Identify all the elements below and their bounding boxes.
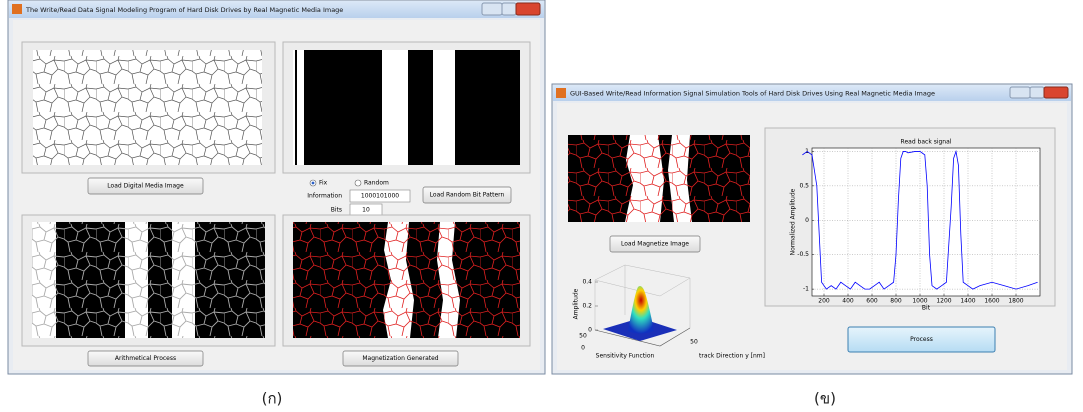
- button-label: Load Random Bit Pattern: [430, 192, 505, 199]
- load-magnetize-button[interactable]: Load Magnetize Image: [610, 236, 700, 252]
- x-tick-label: 1800: [1008, 298, 1023, 305]
- x-tick-label: 1400: [960, 298, 975, 305]
- x-tick-label: 400: [842, 298, 854, 305]
- process-button[interactable]: Process: [848, 327, 995, 352]
- window-title: GUI-Based Write/Read Information Signal …: [570, 90, 935, 98]
- window-title: The Write/Read Data Signal Modeling Prog…: [25, 6, 343, 14]
- x-tick-label: 600: [866, 298, 878, 305]
- app-icon: [12, 4, 22, 14]
- y-tick-label: -1: [803, 286, 809, 293]
- arithmetical-button[interactable]: Arithmetical Process: [88, 351, 203, 366]
- close-button[interactable]: [1044, 87, 1068, 98]
- x-tick-label: 1200: [936, 298, 951, 305]
- minimize-button[interactable]: [1010, 87, 1030, 98]
- minimize-button[interactable]: [482, 3, 502, 15]
- radio-label: Random: [364, 180, 389, 187]
- magnetization-button[interactable]: Magnetization Generated: [343, 351, 458, 366]
- load-random-button[interactable]: Load Random Bit Pattern: [423, 187, 511, 203]
- shape: [568, 135, 750, 222]
- z-axis-label: Amplitude: [573, 288, 580, 319]
- shape: [455, 50, 520, 165]
- z-tick-label: 0.2: [582, 303, 592, 310]
- y-tick-label: 0: [805, 217, 809, 224]
- radio-dot: [312, 182, 315, 185]
- app-icon: [556, 88, 566, 98]
- y-tick-label: 50: [690, 339, 698, 346]
- chart-title: Read back signal: [901, 139, 952, 146]
- caption: (ข): [814, 390, 836, 408]
- x-axis-label: Sensitivity Function: [596, 353, 655, 360]
- shape: [304, 50, 382, 165]
- bit-pattern-image: [293, 50, 520, 165]
- maximize-button[interactable]: [502, 3, 516, 15]
- z-tick-label: 0: [588, 327, 592, 334]
- button-label: Load Magnetize Image: [621, 241, 689, 248]
- grain-overlay: [33, 50, 262, 165]
- readback-chart: 200 400 600 800 1000 1200 1400 1600 1800 -1 -0.5 0 0…: [790, 139, 1041, 312]
- field-label: Information: [307, 193, 342, 200]
- caption: (ก): [262, 390, 283, 408]
- button-label: Process: [910, 336, 933, 343]
- z-tick-label: 0.4: [582, 279, 592, 286]
- screenshot: The Write/Read Data Signal Modeling Prog…: [0, 0, 1083, 412]
- x-tick-label: 50: [579, 333, 587, 340]
- x-tick-label: 800: [890, 298, 902, 305]
- x-tick-label: 1000: [912, 298, 927, 305]
- radio-random[interactable]: [355, 180, 361, 186]
- arithmetic-image: [32, 222, 265, 338]
- window-2: GUI-Based Write/Read Information Signal …: [552, 84, 1072, 374]
- button-label: Magnetization Generated: [362, 355, 438, 362]
- shape: [408, 50, 433, 165]
- load-media-button[interactable]: Load Digital Media Image: [88, 178, 203, 194]
- field-value: 1000101000: [361, 193, 399, 200]
- x-axis-label: Bit: [922, 305, 931, 312]
- field-label: Bits: [331, 207, 342, 214]
- magnetization-image: [293, 222, 520, 338]
- close-button[interactable]: [516, 3, 540, 15]
- y-axis-label: Normalized Amplitude: [790, 188, 797, 255]
- button-label: Arithmetical Process: [115, 355, 176, 362]
- window-1: The Write/Read Data Signal Modeling Prog…: [8, 0, 545, 374]
- magnetize-image: [568, 135, 750, 222]
- y-tick-label: 0.5: [799, 182, 809, 189]
- button-label: Load Digital Media Image: [107, 183, 184, 190]
- shape: [32, 222, 265, 338]
- radio-label: Fix: [319, 180, 328, 187]
- x-tick-label: 0: [581, 345, 585, 352]
- y-tick-label: -0.5: [797, 251, 809, 258]
- x-tick-label: 200: [818, 298, 830, 305]
- shape: [293, 222, 520, 338]
- x-tick-label: 1600: [984, 298, 999, 305]
- shape: [295, 50, 297, 165]
- maximize-button[interactable]: [1030, 87, 1044, 98]
- y-axis-label: track Direction y [nm]: [699, 353, 765, 360]
- field-value: 10: [362, 207, 370, 214]
